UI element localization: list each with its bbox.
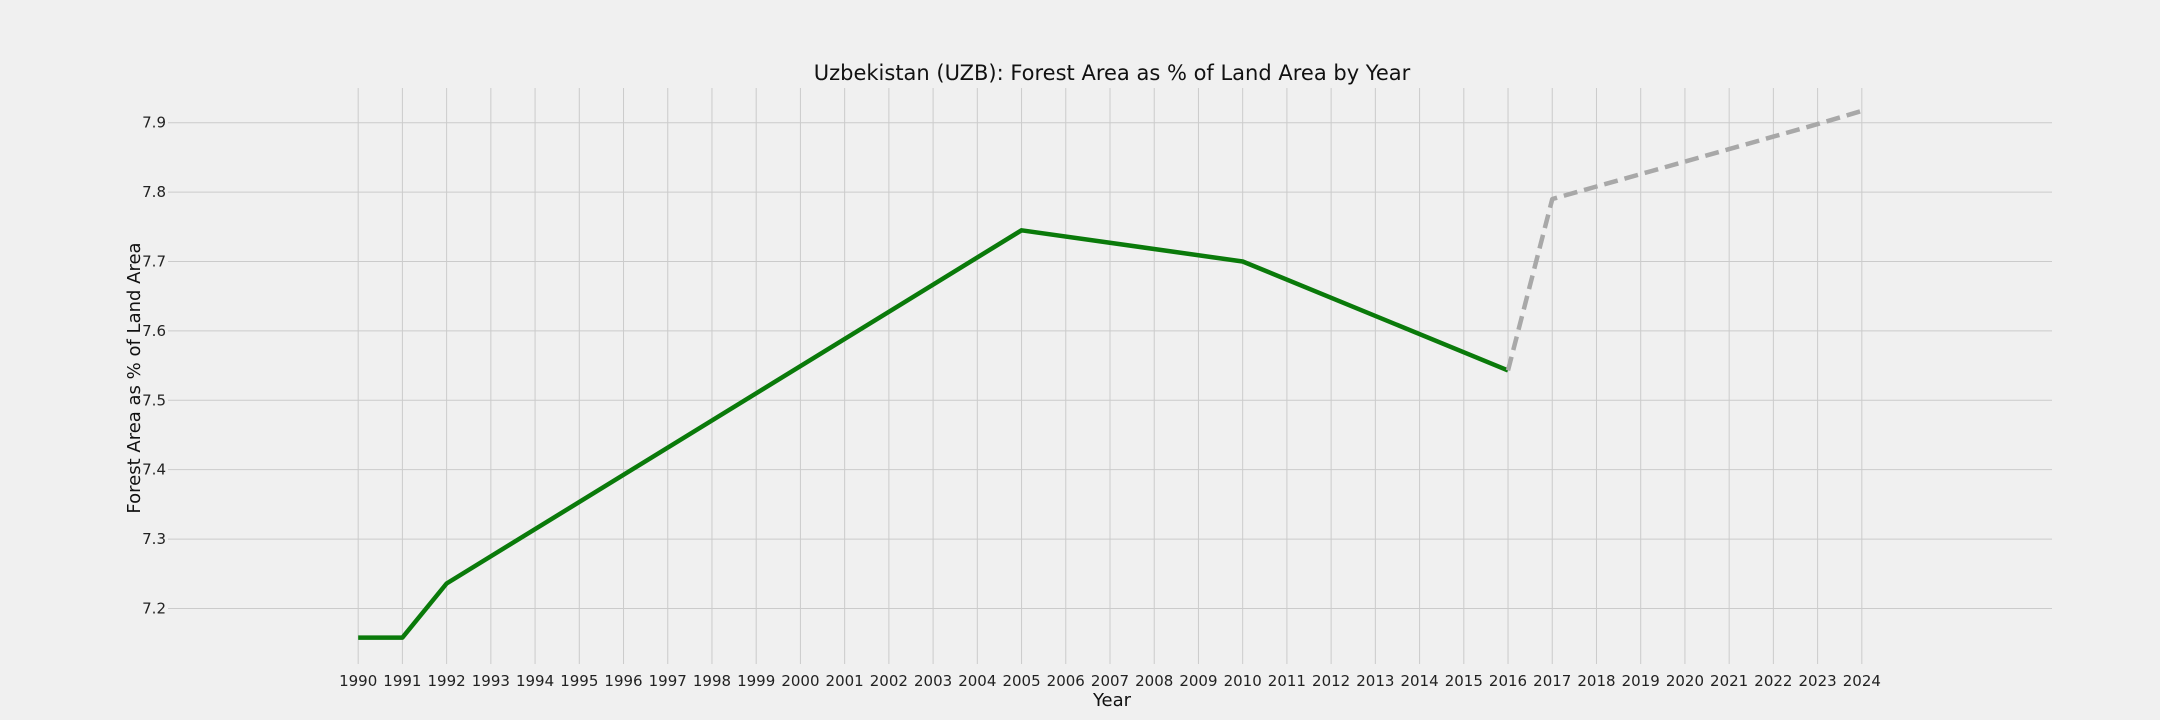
x-tick-label: 2016 <box>1489 672 1527 690</box>
x-tick-label: 2019 <box>1622 672 1660 690</box>
x-tick-label: 1998 <box>693 672 731 690</box>
projection-series-line <box>1505 108 1863 371</box>
x-tick-label: 2023 <box>1799 672 1837 690</box>
y-tick-label: 7.6 <box>142 322 166 340</box>
x-axis-title: Year <box>1092 690 1132 711</box>
x-axis: 1990 1991 1992 1993 1994 1995 1996 1997 1998 1999… <box>339 672 1881 690</box>
x-tick-label: 2002 <box>870 672 908 690</box>
x-tick-label: 1996 <box>604 672 642 690</box>
x-tick-label: 2003 <box>914 672 952 690</box>
y-axis-title: Forest Area as % of Land Area <box>124 242 145 513</box>
x-tick-label: 2009 <box>1179 672 1217 690</box>
x-tick-label: 2022 <box>1754 672 1792 690</box>
x-tick-label: 1997 <box>649 672 687 690</box>
y-tick-label: 7.8 <box>142 183 166 201</box>
grid <box>168 88 2052 664</box>
historical-series-line <box>358 228 1509 640</box>
x-tick-label: 2018 <box>1577 672 1615 690</box>
x-tick-label: 2014 <box>1400 672 1438 690</box>
x-tick-label: 2004 <box>958 672 996 690</box>
y-tick-label: 7.9 <box>142 114 166 132</box>
y-tick-label: 7.5 <box>142 391 166 409</box>
x-tick-label: 1992 <box>428 672 466 690</box>
x-tick-label: 2020 <box>1666 672 1704 690</box>
x-tick-label: 2000 <box>781 672 819 690</box>
x-tick-label: 2015 <box>1445 672 1483 690</box>
x-tick-label: 1990 <box>339 672 377 690</box>
x-tick-label: 1995 <box>560 672 598 690</box>
x-tick-label: 1991 <box>383 672 421 690</box>
x-tick-label: 2011 <box>1268 672 1306 690</box>
x-tick-label: 1999 <box>737 672 775 690</box>
x-tick-label: 2001 <box>826 672 864 690</box>
x-tick-label: 2006 <box>1047 672 1085 690</box>
series-layer <box>358 108 1863 640</box>
y-tick-label: 7.7 <box>142 252 166 270</box>
x-tick-label: 2008 <box>1135 672 1173 690</box>
x-tick-label: 2024 <box>1843 672 1881 690</box>
y-tick-label: 7.4 <box>142 461 166 479</box>
x-tick-label: 2021 <box>1710 672 1748 690</box>
x-tick-label: 2017 <box>1533 672 1571 690</box>
x-tick-label: 2013 <box>1356 672 1394 690</box>
y-axis: 7.2 7.3 7.4 7.5 7.6 7.7 7.8 7.9 <box>142 114 166 618</box>
x-tick-label: 2007 <box>1091 672 1129 690</box>
x-tick-label: 1993 <box>472 672 510 690</box>
x-tick-label: 2010 <box>1224 672 1262 690</box>
chart-title: Uzbekistan (UZB): Forest Area as % of La… <box>814 61 1411 85</box>
x-tick-label: 2005 <box>1002 672 1040 690</box>
x-tick-label: 1994 <box>516 672 554 690</box>
y-tick-label: 7.3 <box>142 530 166 548</box>
x-tick-label: 2012 <box>1312 672 1350 690</box>
y-tick-label: 7.2 <box>142 599 166 617</box>
